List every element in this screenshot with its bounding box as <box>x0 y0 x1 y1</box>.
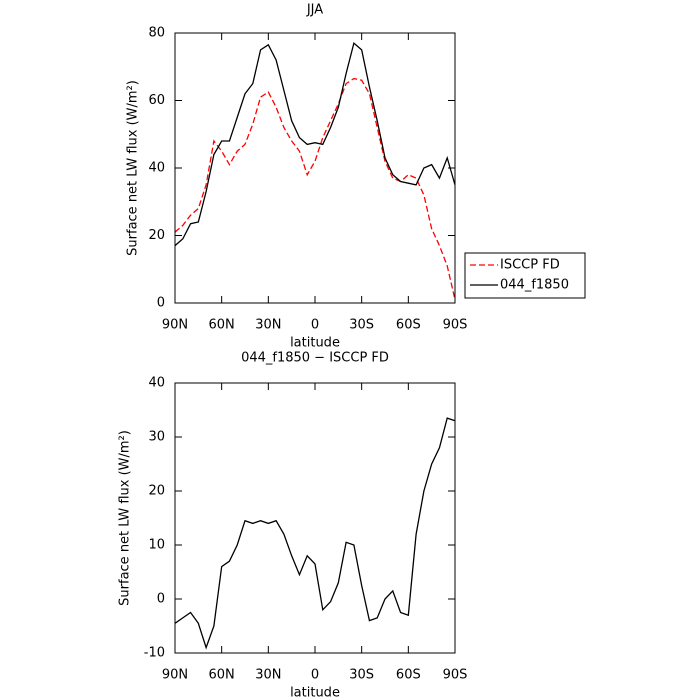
y-axis-label: Surface net LW flux (W/m²) <box>118 430 133 606</box>
y-tick-label: 0 <box>157 296 165 311</box>
x-tick-label: 60N <box>209 318 235 333</box>
plot-frame <box>174 32 456 304</box>
legend-box <box>464 252 586 299</box>
y-tick-label: 80 <box>148 26 165 41</box>
x-axis-label: latitude <box>290 336 340 351</box>
chart-title: JJA <box>306 3 323 18</box>
y-tick-label: 40 <box>148 161 165 176</box>
data-line <box>174 417 456 650</box>
y-tick-label: 0 <box>157 592 165 607</box>
x-tick-label: 60N <box>209 668 235 683</box>
x-axis-label: latitude <box>290 686 340 700</box>
legend-label: ISCCP FD <box>500 258 560 273</box>
x-tick-label: 30N <box>255 318 281 333</box>
y-tick-label: 60 <box>148 93 165 108</box>
x-tick-label: 90S <box>443 318 468 333</box>
x-tick-label: 30N <box>255 668 281 683</box>
x-tick-label: 90N <box>162 668 188 683</box>
x-tick-label: 0 <box>311 318 319 333</box>
y-tick-label: 20 <box>148 228 165 243</box>
x-tick-label: 60S <box>396 668 421 683</box>
x-tick-label: 0 <box>311 668 319 683</box>
legend-label: 044_f1850 <box>500 278 569 293</box>
x-tick-label: 30S <box>349 668 374 683</box>
y-tick-label: 40 <box>148 376 165 391</box>
data-line <box>174 41 456 247</box>
x-tick-label: 90S <box>443 668 468 683</box>
x-tick-label: 30S <box>349 318 374 333</box>
x-tick-label: 90N <box>162 318 188 333</box>
x-tick-label: 60S <box>396 318 421 333</box>
y-tick-label: 10 <box>148 538 165 553</box>
y-axis-label: Surface net LW flux (W/m²) <box>126 80 141 256</box>
data-line <box>174 77 456 300</box>
y-tick-label: 20 <box>148 484 165 499</box>
y-tick-label: -10 <box>144 646 165 661</box>
y-tick-label: 30 <box>148 430 165 445</box>
plot-frame <box>174 382 456 654</box>
chart-title: 044_f1850 − ISCCP FD <box>241 351 389 366</box>
